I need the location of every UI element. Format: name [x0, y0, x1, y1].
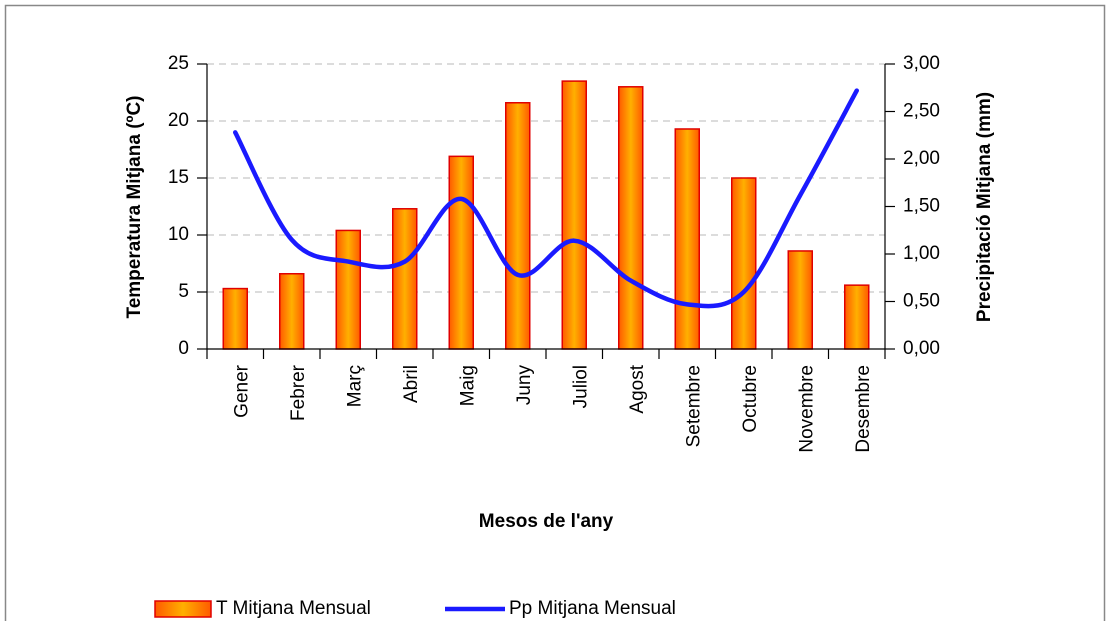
x-tick-label: Maig: [457, 365, 478, 406]
y-tick-label: 20: [168, 110, 189, 131]
bar: [731, 177, 757, 350]
y-tick-label: 25: [168, 53, 189, 74]
x-tick-label: Abril: [401, 365, 422, 403]
y-tick-label: 10: [168, 224, 189, 245]
y2-tick-label: 1,50: [903, 196, 940, 217]
y-tick-label: 15: [168, 167, 189, 188]
bar: [674, 128, 700, 350]
y2-tick-label: 1,00: [903, 243, 940, 264]
y2-tick-label: 2,50: [903, 101, 940, 122]
y2-axis-title: Precipitació Mitjana (mm): [974, 92, 995, 322]
grid: [207, 63, 885, 293]
bar: [222, 287, 248, 350]
y2-tick-label: 2,00: [903, 148, 940, 169]
y2-tick-label: 3,00: [903, 53, 940, 74]
y-tick-label: 0: [178, 338, 189, 359]
x-tick-label: Març: [344, 365, 365, 407]
x-tick-label: Gener: [231, 364, 252, 417]
legend: T Mitjana Mensual Pp Mitjana Mensual: [154, 598, 676, 619]
bar: [787, 250, 813, 350]
y2-tick-label: 0,50: [903, 291, 940, 312]
legend-label: Pp Mitjana Mensual: [509, 598, 676, 619]
bar: [448, 155, 474, 350]
bar: [335, 229, 361, 350]
x-tick-label: Agost: [627, 364, 648, 413]
legend-swatch: [154, 600, 212, 618]
x-tick-label: Setembre: [683, 365, 704, 447]
bar: [561, 80, 587, 350]
lines: [233, 88, 859, 309]
bar: [279, 273, 305, 350]
x-tick-label: Novembre: [796, 365, 817, 453]
x-tick-label: Juliol: [570, 365, 591, 408]
x-tick-label: Juny: [514, 365, 535, 406]
y2-tick-label: 0,00: [903, 338, 940, 359]
legend-label: T Mitjana Mensual: [216, 598, 371, 619]
bar: [505, 102, 531, 350]
bar: [392, 208, 418, 350]
y-axis-title: Temperatura Mitjana (ºC): [124, 95, 145, 318]
x-tick-label: Octubre: [740, 365, 761, 433]
x-axis-title: Mesos de l'any: [479, 511, 614, 532]
x-tick-label: Febrer: [288, 364, 309, 421]
frame: [4, 4, 1106, 626]
line: [233, 88, 859, 309]
bar: [618, 86, 644, 350]
axes: 0 5 10 15 20 25 0,00 0,50 1,00 1,50 2,00 2,50 3,00 Ge…: [168, 53, 940, 453]
y-tick-label: 5: [178, 281, 189, 302]
bars: [222, 80, 870, 350]
x-tick-label: Desembre: [853, 365, 874, 453]
bar: [844, 284, 870, 350]
